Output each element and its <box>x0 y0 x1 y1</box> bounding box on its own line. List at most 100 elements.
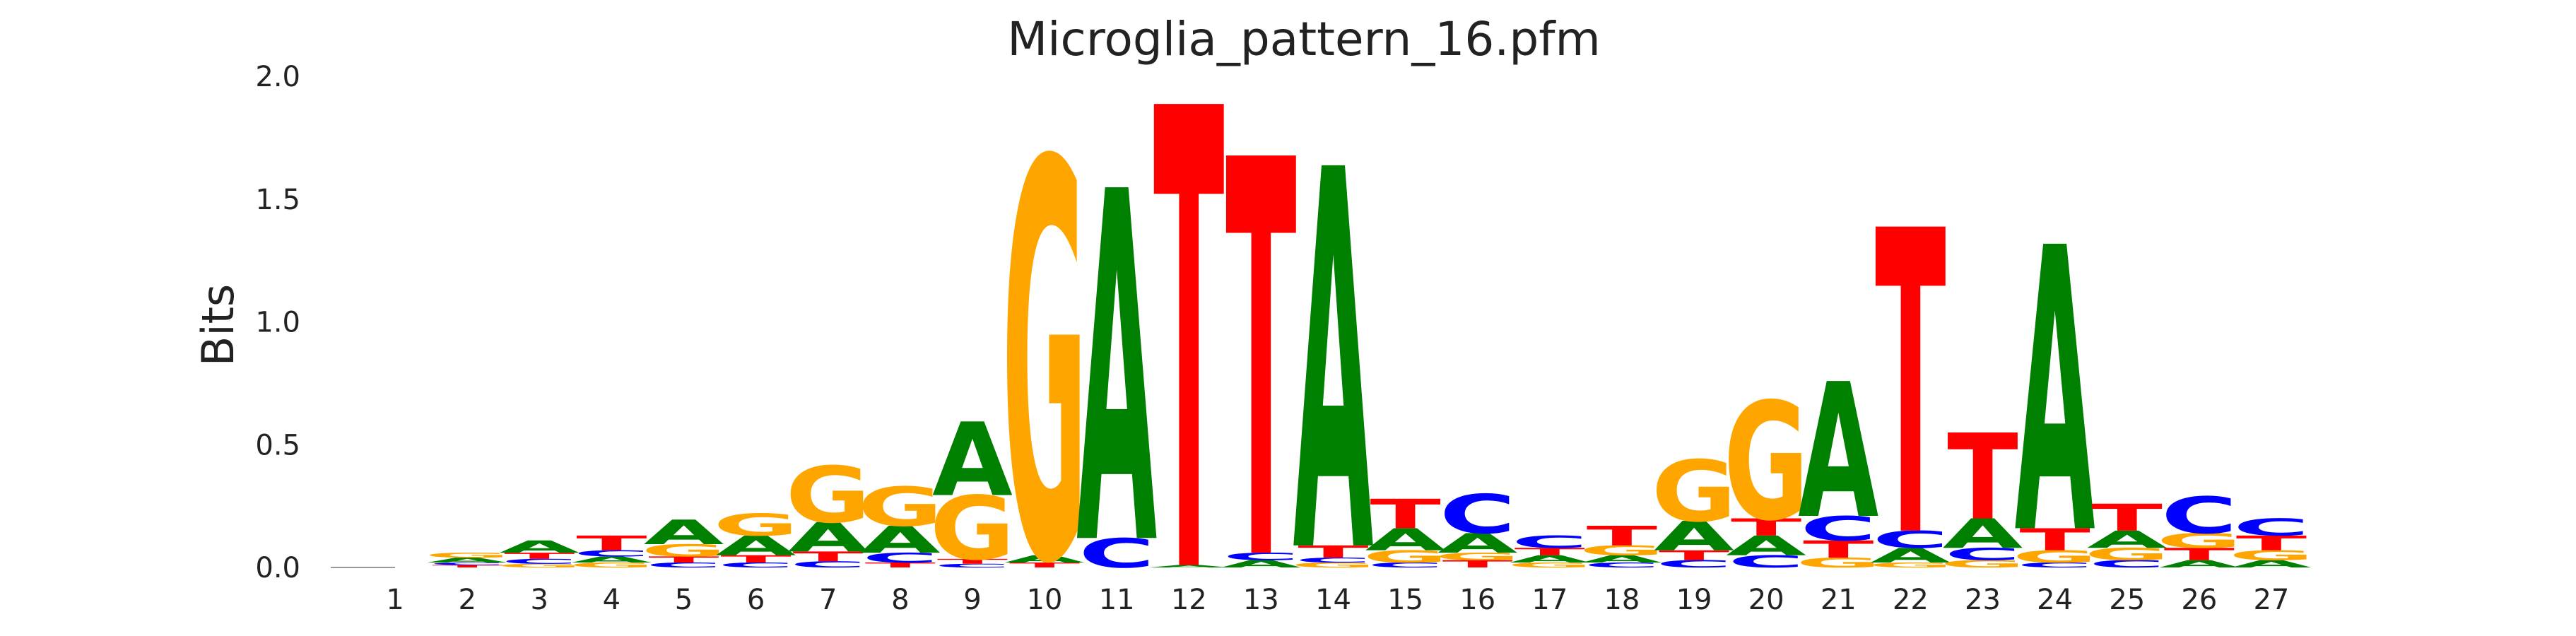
logo-letter-a: A <box>1221 558 1301 570</box>
x-tick-label: 14 <box>1315 584 1351 616</box>
logo-letter-g: G <box>930 478 1016 580</box>
logo-letter-g: G <box>1507 561 1592 569</box>
logo-letter-c: C <box>501 558 577 565</box>
logo-letter-a: A <box>1943 510 2023 558</box>
logo-letter-t: T <box>1731 514 1802 541</box>
logo-letter-a: A <box>1798 345 1878 560</box>
x-tick-label: 5 <box>675 584 693 616</box>
x-tick-label: 9 <box>963 584 981 616</box>
logo-letter-t: T <box>1009 561 1080 569</box>
logo-letter-c: C <box>1512 532 1588 552</box>
x-tick-label: 10 <box>1027 584 1063 616</box>
logo-letter-c: C <box>1295 556 1371 564</box>
logo-letter-g: G <box>857 476 943 538</box>
x-tick-label: 2 <box>458 584 476 616</box>
logo-letters: TCAGGCTAGACTCTGACTAGCTAGTCAGCTGATAGCAATA… <box>425 0 2315 636</box>
y-axis-ticks: 0.0 0.5 1.0 1.5 2.0 <box>255 61 300 584</box>
logo-letter-c: C <box>718 561 794 569</box>
logo-letter-c: C <box>934 563 1011 568</box>
logo-letter-g: G <box>2229 548 2315 563</box>
logo-letter-t: T <box>720 553 791 565</box>
logo-letter-a: A <box>860 519 941 562</box>
x-tick-label: 20 <box>1748 584 1784 616</box>
logo-letter-g: G <box>497 563 582 568</box>
x-tick-label: 7 <box>819 584 837 616</box>
y-tick-label: 0.0 <box>255 552 300 584</box>
logo-letter-c: C <box>1440 483 1516 546</box>
logo-letter-c: C <box>429 562 505 566</box>
logo-letter-g: G <box>641 541 727 560</box>
x-tick-label: 6 <box>747 584 765 616</box>
logo-letter-g: G <box>1002 49 1088 636</box>
logo-letter-t: T <box>432 565 502 569</box>
logo-letter-g: G <box>1868 561 1953 569</box>
logo-letter-a: A <box>571 555 652 565</box>
y-tick-label: 2.0 <box>255 61 300 93</box>
logo-letter-a: A <box>1365 522 1446 558</box>
x-tick-label: 3 <box>531 584 548 616</box>
x-tick-label: 21 <box>1821 584 1857 616</box>
logo-letter-a: A <box>932 402 1013 519</box>
logo-letter-c: C <box>2233 514 2310 541</box>
logo-letter-a: A <box>1654 513 1734 560</box>
logo-letter-t: T <box>648 555 719 565</box>
x-tick-label: 22 <box>1893 584 1929 616</box>
x-tick-label: 8 <box>891 584 909 616</box>
logo-letter-g: G <box>2012 547 2098 567</box>
logo-letter-c: C <box>2017 561 2093 569</box>
logo-letter-t: T <box>1515 546 1585 558</box>
logo-letter-t: T <box>1803 536 1874 563</box>
logo-letter-a: A <box>1293 62 1375 636</box>
logo-letter-t: T <box>2236 531 2307 555</box>
logo-letter-t: T <box>1225 47 1297 636</box>
x-tick-label: 17 <box>1531 584 1568 616</box>
logo-letter-g: G <box>713 507 799 543</box>
logo-letter-c: C <box>1945 544 2021 564</box>
logo-letter-a: A <box>1582 553 1662 565</box>
logo-letter-g: G <box>569 561 654 569</box>
logo-letter-t: T <box>1947 410 2018 547</box>
logo-letter-c: C <box>1368 561 1444 569</box>
x-tick-label: 15 <box>1387 584 1423 616</box>
logo-letter-a: A <box>1148 565 1229 569</box>
logo-letter-c: C <box>1223 550 1299 563</box>
logo-letter-g: G <box>425 551 510 559</box>
logo-letter-g: G <box>785 450 871 540</box>
logo-letter-t: T <box>1153 0 1225 636</box>
logo-letter-c: C <box>862 550 939 565</box>
logo-letter-c: C <box>1078 530 1155 577</box>
logo-letter-c: C <box>1872 526 1948 554</box>
logo-letter-t: T <box>793 549 864 565</box>
logo-letter-a: A <box>427 556 507 564</box>
logo-letter-a: A <box>716 531 796 562</box>
logo-letter-a: A <box>1076 93 1158 636</box>
logo-letter-c: C <box>1584 561 1660 569</box>
x-tick-label: 12 <box>1171 584 1207 616</box>
logo-letter-t: T <box>1370 491 1440 538</box>
x-tick-label: 19 <box>1676 584 1712 616</box>
logo-letter-t: T <box>2164 544 2235 564</box>
logo-letter-t: T <box>2092 497 2163 540</box>
logo-letter-g: G <box>1940 558 2025 570</box>
logo-letter-a: A <box>2231 558 2312 570</box>
logo-letter-g: G <box>1290 561 1376 569</box>
x-tick-label: 4 <box>603 584 621 616</box>
logo-letter-a: A <box>2015 167 2096 620</box>
x-axis-ticks: 1 2 3 4 5 6 7 8 9 10 11 12 13 14 15 16 17 18 19 20 21 22 23 24 2… <box>386 584 2289 616</box>
logo-letter-c: C <box>2161 487 2237 546</box>
y-tick-label: 0.5 <box>255 429 300 461</box>
logo-letter-a: A <box>1870 544 1951 567</box>
logo-letter-g: G <box>1652 443 1737 541</box>
logo-letter-a: A <box>499 537 580 557</box>
logo-letter-t: T <box>1298 542 1369 562</box>
logo-letter-c: C <box>573 548 649 558</box>
x-tick-label: 18 <box>1604 584 1640 616</box>
logo-letter-c: C <box>1728 552 1804 572</box>
x-tick-label: 24 <box>2037 584 2073 616</box>
logo-letter-t: T <box>1442 558 1513 570</box>
logo-letter-g: G <box>1724 370 1809 557</box>
logo-letter-a: A <box>2087 526 2168 554</box>
logo-letter-c: C <box>790 560 866 570</box>
logo-letter-a: A <box>788 514 869 562</box>
